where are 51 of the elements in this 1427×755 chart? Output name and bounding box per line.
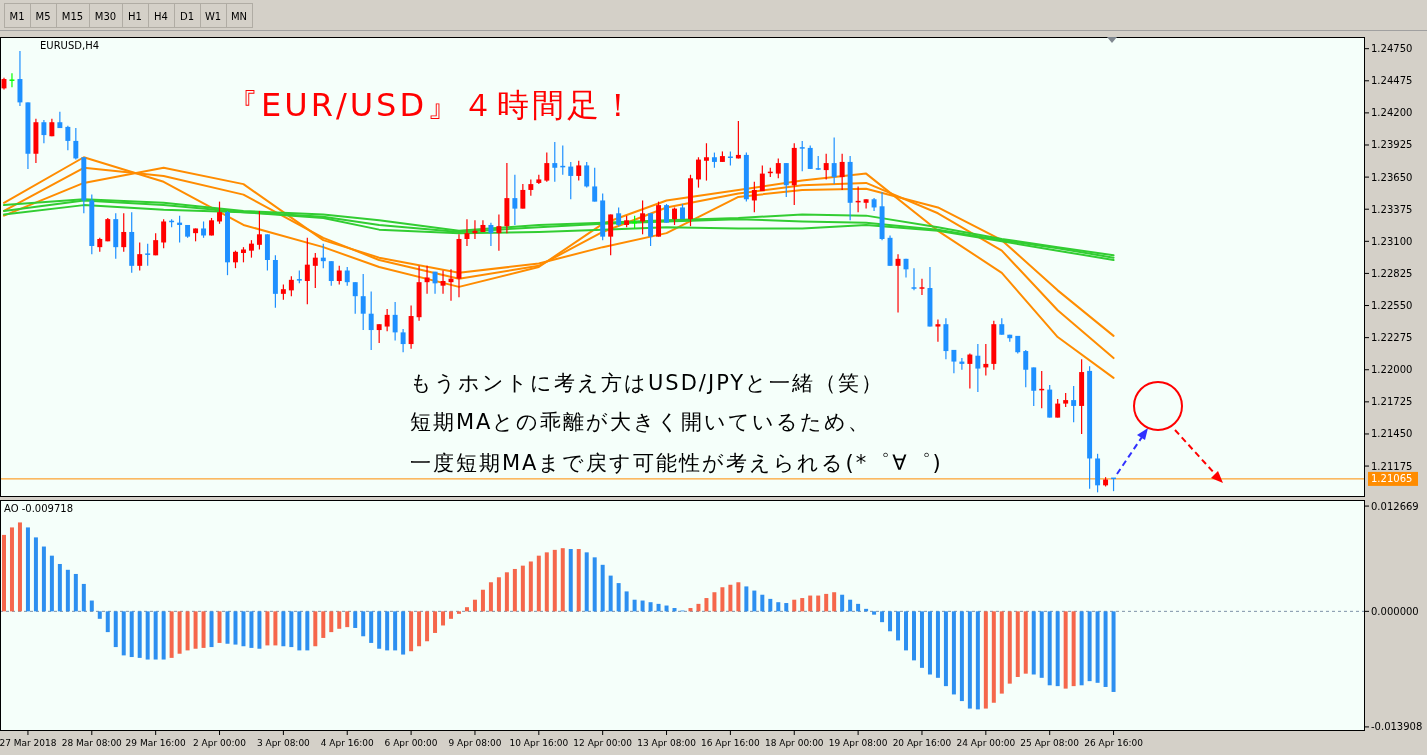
annotation: もうホントに考え方はUSD/JPYと一緒（笑） [410, 371, 885, 395]
x-tick-label: 4 Apr 16:00 [320, 738, 374, 748]
annotation: 短期MAとの乖離が大きく開いているため、 [410, 410, 872, 434]
x-tick-label: 26 Apr 16:00 [1084, 738, 1144, 748]
y-tick-label: 0.012669 [1371, 500, 1419, 512]
text: W1 [204, 11, 222, 22]
text: M5 [35, 11, 51, 22]
x-tick-label: 18 Apr 00:00 [764, 738, 824, 748]
y-tick-label: 1.24200 [1371, 107, 1413, 119]
text: M1 [9, 11, 25, 22]
x-tick-label: 25 Apr 08:00 [1020, 738, 1080, 748]
text: D1 [179, 11, 195, 22]
x-tick-label: 19 Apr 08:00 [828, 738, 888, 748]
x-tick-label: 6 Apr 00:00 [384, 738, 438, 748]
x-tick-label: 24 Apr 00:00 [956, 738, 1016, 748]
y-tick-label: 1.23100 [1371, 235, 1413, 247]
y-tick-label: -0.013908 [1371, 721, 1423, 733]
annotation: 一度短期MAまで戻す可能性が考えられる(*゜∀゜) [410, 451, 943, 475]
x-tick-label: 3 Apr 08:00 [256, 738, 311, 748]
y-tick-label: 1.22275 [1371, 332, 1413, 344]
x-tick-label: 2 Apr 00:00 [193, 738, 247, 748]
y-tick-label: 1.23375 [1371, 203, 1413, 215]
y-tick-label: 1.22000 [1371, 364, 1413, 376]
y-tick-label: 1.24750 [1371, 43, 1413, 55]
text: H1 [128, 11, 142, 22]
x-tick-label: 16 Apr 16:00 [701, 738, 761, 748]
y-tick-label: 0.000000 [1371, 605, 1419, 617]
x-tick-label: 20 Apr 16:00 [892, 738, 952, 748]
y-tick-label: 1.21725 [1371, 396, 1413, 408]
x-tick-label: 27 Mar 2018 [0, 738, 57, 748]
ref-line-label: 1.21065 [1371, 473, 1413, 485]
x-tick-label: 10 Apr 16:00 [509, 738, 569, 748]
text: MN [230, 11, 248, 22]
y-tick-label: 1.24475 [1371, 75, 1413, 87]
x-tick-label: 28 Mar 08:00 [61, 738, 123, 748]
x-tick-label: 13 Apr 08:00 [637, 738, 697, 748]
y-tick-label: 1.22825 [1371, 267, 1413, 279]
y-tick-label: 1.21450 [1371, 428, 1413, 440]
x-tick-label: 12 Apr 00:00 [573, 738, 633, 748]
x-tick-label: 9 Apr 08:00 [448, 738, 502, 748]
y-tick-label: 1.21175 [1371, 460, 1413, 472]
chart-title: EURUSD,H4 [40, 40, 100, 51]
x-tick-label: 29 Mar 16:00 [125, 738, 186, 748]
text: M15 [61, 11, 84, 22]
chart-title: AO -0.009718 [4, 503, 74, 514]
text: M30 [94, 11, 117, 22]
annotation: 『EUR/USD』４時間足！ [226, 86, 638, 124]
y-tick-label: 1.22550 [1371, 300, 1413, 312]
y-tick-label: 1.23925 [1371, 139, 1413, 151]
text: H4 [154, 11, 168, 22]
y-tick-label: 1.23650 [1371, 171, 1413, 183]
